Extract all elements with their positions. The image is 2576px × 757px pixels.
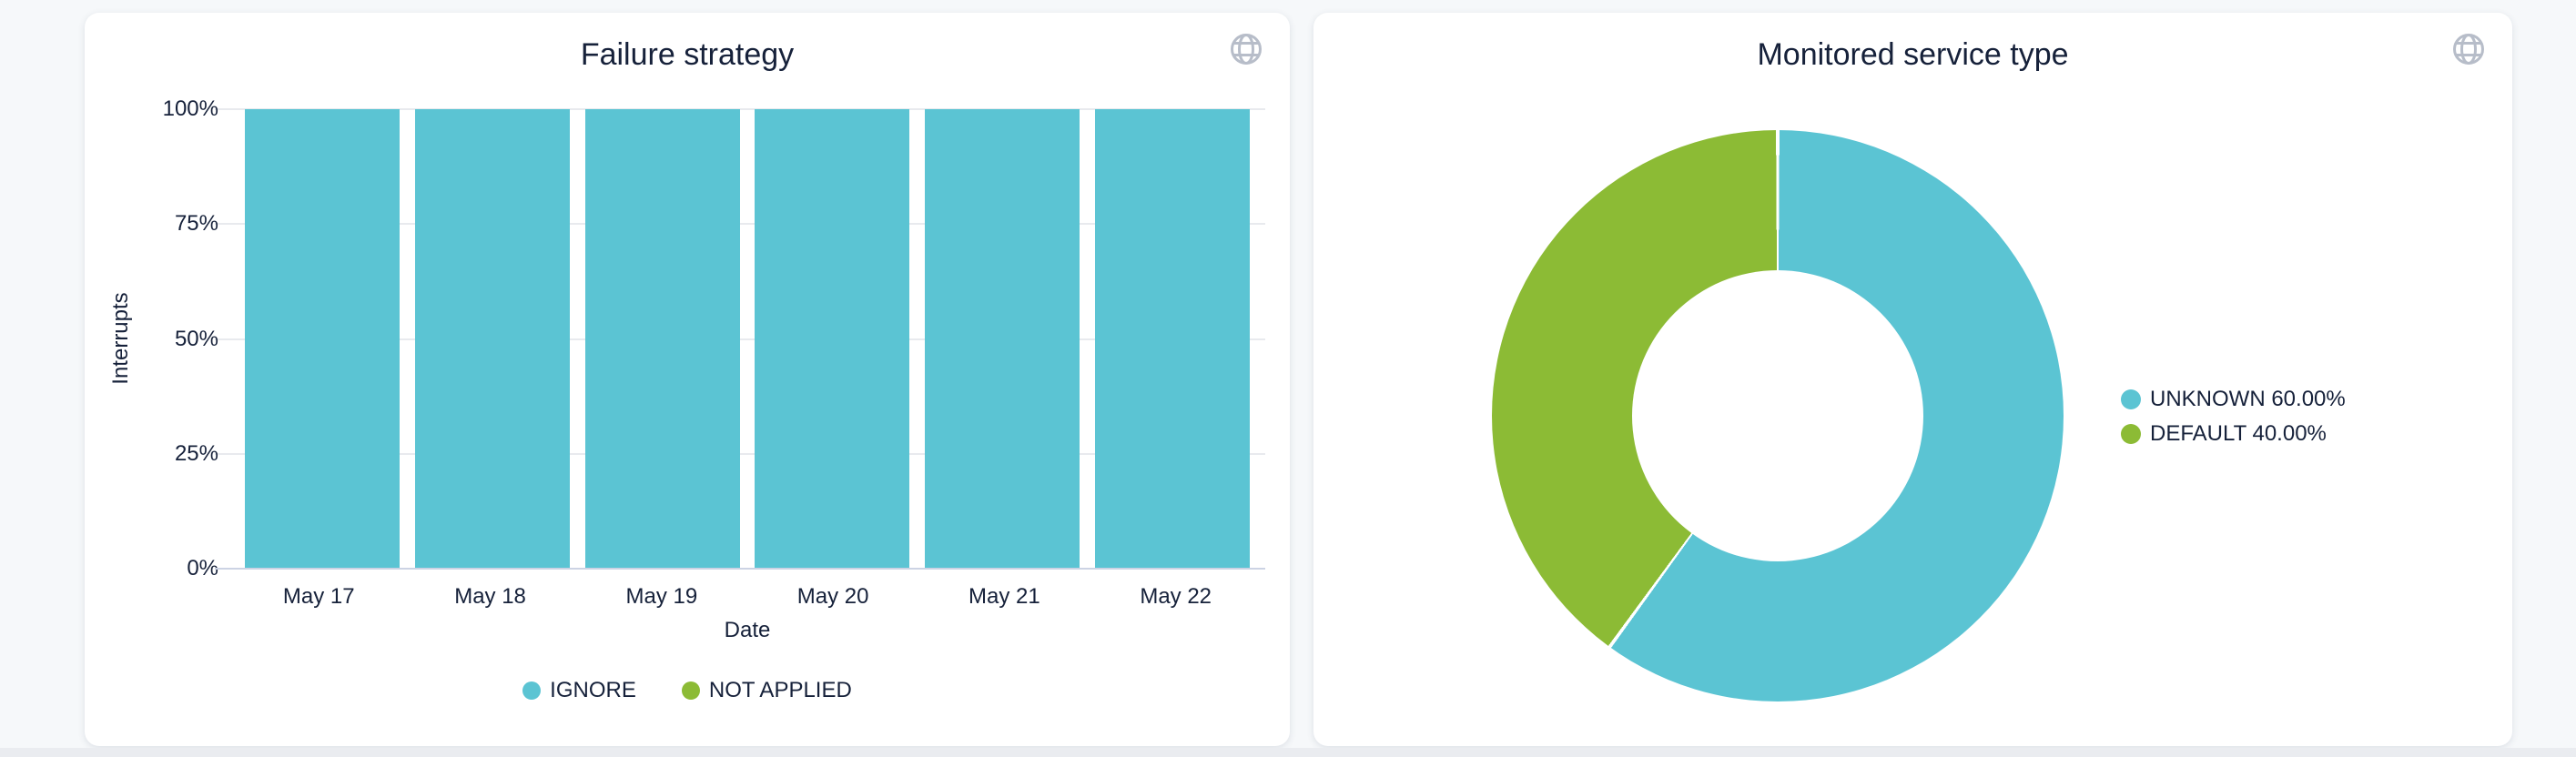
chart-title: Monitored service type (1757, 37, 2069, 72)
x-ticks-row: May 17 May 18 May 19 May 20 May 21 May 22 (229, 583, 1265, 611)
legend-item-ignore[interactable]: IGNORE (522, 677, 636, 704)
globe-button[interactable] (1228, 31, 1264, 67)
bar-ignore-may-20[interactable] (755, 109, 910, 569)
x-tick-label: May 17 (282, 584, 355, 609)
bar-ignore-may-19[interactable] (584, 109, 740, 569)
legend-dot (522, 681, 542, 700)
gridline (215, 223, 1265, 226)
legend-label: IGNORE (550, 678, 636, 702)
bar-plot-area (215, 108, 1265, 570)
globe-button[interactable] (2450, 31, 2487, 67)
legend-item-unknown[interactable]: UNKNOWN 60.00% (2121, 386, 2346, 413)
bars-row (229, 109, 1265, 569)
y-tick-label: 25% (174, 440, 218, 466)
bar-legend: IGNORE NOT APPLIED (85, 677, 1290, 704)
gridline (215, 338, 1265, 340)
legend-dot (681, 681, 700, 700)
y-tick-label: 100% (162, 96, 218, 121)
bar-slot (925, 109, 1080, 569)
card-monitored-service-type: Monitored service type UNKNOWN 60.00% DEF… (1313, 13, 2512, 746)
legend-item-not-applied[interactable]: NOT APPLIED (681, 677, 852, 704)
x-axis-title: Date (724, 618, 771, 642)
donut-chart[interactable] (1492, 130, 2064, 701)
bar-ignore-may-18[interactable] (414, 109, 570, 569)
bar-slot (584, 109, 740, 569)
donut-hole (1632, 270, 1923, 561)
x-tick-label: May 20 (796, 584, 869, 609)
globe-icon (2450, 34, 2487, 70)
donut-legend: UNKNOWN 60.00% DEFAULT 40.00% (2121, 386, 2346, 448)
legend-dot (2121, 424, 2141, 444)
y-tick-label: 0% (187, 556, 218, 580)
bar-ignore-may-21[interactable] (925, 109, 1080, 569)
chart-title: Failure strategy (580, 37, 795, 72)
globe-icon (1228, 34, 1264, 70)
bottom-strip (0, 748, 2576, 757)
legend-label: NOT APPLIED (708, 678, 852, 702)
bar-slot (1095, 109, 1251, 569)
card-failure-strategy: Failure strategy Interrupts May 17 May 18… (85, 13, 1290, 746)
bar-ignore-may-17[interactable] (244, 109, 400, 569)
x-tick-label: May 19 (625, 584, 698, 609)
x-tick-label: May 21 (969, 584, 1040, 609)
y-tick-label: 75% (174, 211, 218, 237)
x-tick-label: May 22 (1140, 584, 1212, 609)
legend-item-default[interactable]: DEFAULT 40.00% (2121, 420, 2346, 448)
bar-ignore-may-22[interactable] (1095, 109, 1251, 569)
bar-slot (414, 109, 570, 569)
legend-dot (2121, 389, 2141, 409)
bar-slot (244, 109, 400, 569)
legend-label: DEFAULT 40.00% (2150, 421, 2327, 446)
x-axis-line (215, 568, 1265, 570)
legend-label: UNKNOWN 60.00% (2150, 387, 2346, 411)
y-tick-label: 50% (174, 326, 218, 351)
x-tick-label: May 18 (454, 584, 526, 609)
gridline (215, 108, 1265, 110)
bar-slot (755, 109, 910, 569)
gridline (215, 452, 1265, 455)
